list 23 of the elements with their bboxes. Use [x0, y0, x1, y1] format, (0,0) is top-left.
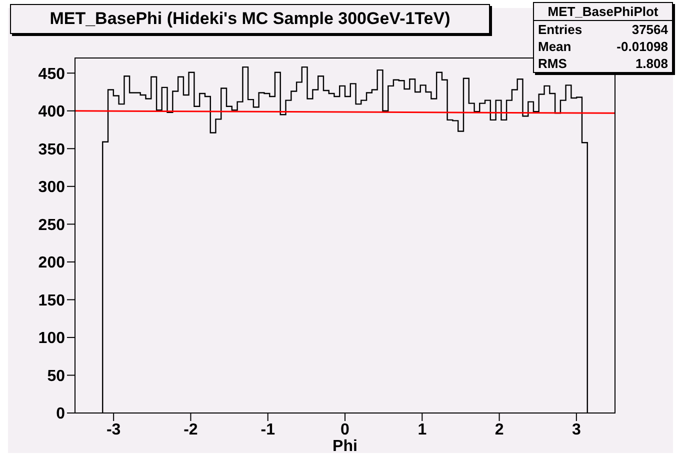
y-tick-label: 450 [38, 66, 66, 83]
y-tick-label: 100 [38, 330, 66, 348]
y-tick-label: 400 [38, 104, 66, 121]
x-tick-label: 3 [572, 421, 581, 438]
y-tick-label: 200 [38, 254, 66, 272]
y-tick-label: 0 [56, 406, 66, 423]
y-tick-label: 50 [47, 368, 66, 385]
x-tick-label: -1 [260, 421, 276, 438]
y-tick-label: 250 [38, 216, 66, 234]
x-tick-label: 2 [494, 421, 504, 438]
chart-title: MET_BasePhi (Hideki's MC Sample 300GeV-1TeV) [10, 4, 490, 34]
y-tick-label: 150 [38, 292, 66, 310]
x-axis-title: Phi [332, 438, 358, 454]
x-tick-label: -2 [184, 421, 198, 438]
text: Mean -0.01098 [538, 39, 668, 54]
text: Entries 37564 [538, 22, 668, 37]
x-tick-label: 1 [418, 421, 427, 438]
y-tick-label: 350 [38, 141, 66, 158]
x-tick-label: 0 [340, 421, 350, 438]
y-tick-label: 300 [38, 179, 66, 196]
text: MET_BasePhiPlot [534, 3, 672, 21]
text: RMS 1.808 [538, 56, 668, 71]
x-tick-label: -3 [106, 421, 121, 438]
